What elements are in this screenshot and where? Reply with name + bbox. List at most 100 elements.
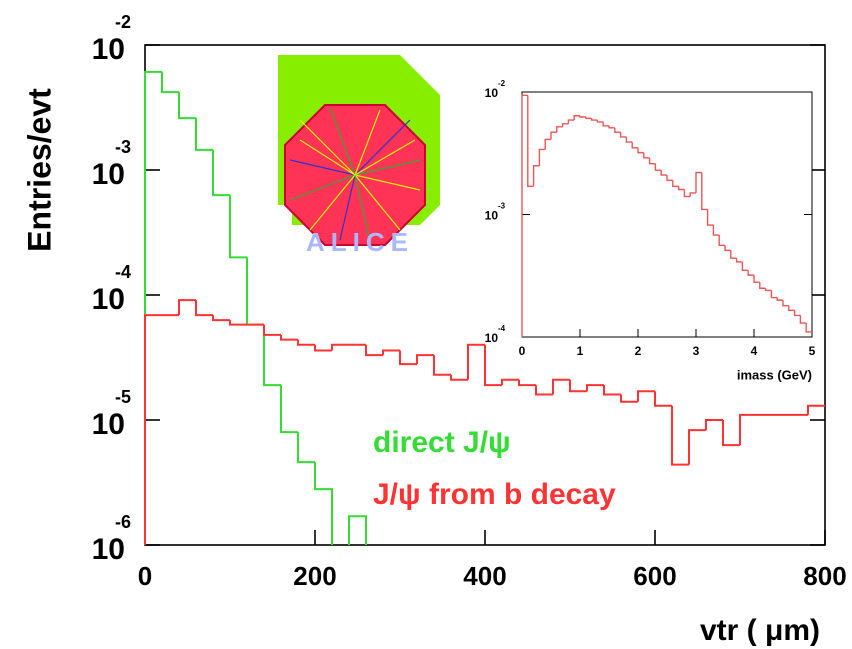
legend-entry: J/ψ from b decay [373, 478, 616, 511]
histogram-bin [614, 127, 621, 133]
x-tick-label: 0 [138, 561, 152, 591]
histogram-bin [683, 189, 691, 198]
plot-frame [521, 91, 813, 338]
histogram-bin [701, 172, 708, 211]
histogram-bin [688, 429, 706, 465]
histogram-bin [314, 344, 332, 352]
histogram-bin [735, 258, 743, 263]
x-tick-label: 5 [809, 344, 816, 358]
y-tick-label: 10 [92, 533, 125, 566]
histogram-bin [501, 378, 519, 386]
histogram-bin [467, 343, 485, 380]
histogram-bin [331, 343, 349, 351]
x-tick-label: 800 [803, 561, 846, 591]
histogram-bin [788, 305, 795, 312]
histogram-bin [637, 390, 655, 402]
y-tick-label: 10 [92, 158, 125, 191]
y-tick-label: 10 [485, 209, 499, 223]
histogram-bin [706, 209, 714, 226]
histogram-bin [741, 261, 749, 272]
histogram-bin [782, 300, 789, 307]
histogram-bin [484, 344, 502, 387]
histogram-bin [643, 152, 650, 159]
histogram-bin [671, 405, 689, 466]
histogram-bin [730, 250, 737, 259]
legend-entry: direct J/ψ [373, 426, 511, 459]
y-tick-exponent: -6 [115, 512, 131, 532]
histogram-bin [718, 235, 725, 247]
histogram-bin [280, 385, 298, 434]
histogram-bin [365, 344, 383, 357]
histogram-bin [280, 334, 298, 341]
y-tick-label: 10 [485, 331, 499, 345]
histogram-bin [620, 394, 638, 403]
histogram-bin [569, 379, 587, 393]
histogram-bin [314, 462, 333, 545]
y-tick-exponent: -3 [115, 137, 131, 157]
histogram-bin [450, 374, 468, 381]
y-tick-label: 10 [485, 86, 499, 100]
histogram-bin [567, 119, 575, 124]
y-tick-label: 10 [92, 408, 125, 441]
histogram-bin [631, 142, 638, 149]
x-tick-label: 3 [693, 344, 700, 358]
histogram-bin [602, 121, 609, 127]
x-tick-label: 600 [633, 561, 676, 591]
histogram-bin [518, 379, 536, 387]
histogram-bin [195, 118, 213, 151]
y-tick-exponent: -5 [115, 387, 131, 407]
histogram-bin [178, 92, 196, 120]
x-tick-label: 2 [635, 344, 642, 358]
histogram-bin [753, 275, 760, 283]
x-tick-label: 1 [577, 344, 584, 358]
histogram-bin [573, 115, 580, 121]
histogram-bin [724, 245, 731, 252]
y-tick-exponent: -4 [115, 262, 131, 282]
histogram-bin [195, 300, 213, 317]
histogram-bin [579, 115, 586, 118]
histogram-bin [695, 171, 702, 193]
histogram-bin [144, 314, 162, 545]
x-axis-label: vtr ( μm) [700, 614, 820, 647]
histogram-bin [521, 94, 528, 337]
histogram-bin [759, 282, 766, 289]
histogram-bin [603, 385, 621, 396]
y-tick-exponent: -4 [498, 324, 506, 333]
histogram-bin [585, 117, 592, 119]
histogram-bin [807, 404, 825, 415]
histogram-bin [297, 432, 315, 464]
histogram-bin [538, 148, 546, 166]
histogram-bin [666, 175, 673, 182]
histogram-bin [625, 136, 633, 143]
histogram-bin [561, 123, 569, 127]
histogram-bin [382, 349, 400, 356]
histogram-bin [527, 95, 534, 187]
histogram-bin [596, 120, 604, 123]
histogram-bin [556, 126, 563, 133]
x-tick-label: 400 [463, 561, 506, 591]
histogram-bin [178, 299, 196, 316]
histogram-bin [297, 339, 315, 346]
histogram-bin [229, 195, 247, 259]
histogram-bin [590, 118, 598, 121]
histogram-bin [348, 515, 367, 545]
histogram-bin [739, 413, 757, 446]
x-tick-label: 4 [751, 344, 758, 358]
histogram-bin [747, 270, 754, 276]
histogram-bin [433, 355, 451, 376]
histogram-bin [672, 180, 679, 187]
histogram-bin [535, 385, 553, 396]
histogram-bin [263, 324, 281, 387]
histogram-bin [654, 163, 662, 171]
histogram-bin [263, 324, 281, 336]
histogram-bin [793, 310, 801, 317]
y-tick-label: 10 [92, 33, 125, 66]
histogram-bin [637, 147, 644, 154]
histogram-bin [619, 132, 627, 138]
histogram-bin [608, 125, 615, 129]
histogram-bin [799, 315, 807, 324]
histogram-bin [770, 290, 778, 299]
histogram-bin [544, 138, 551, 150]
